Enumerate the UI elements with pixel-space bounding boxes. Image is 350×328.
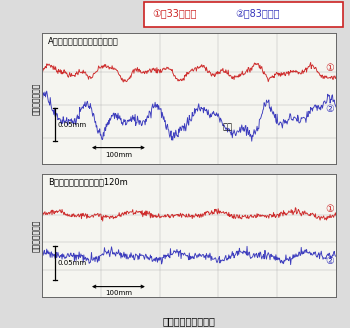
Text: 0.05mm: 0.05mm [58, 122, 87, 128]
Y-axis label: 内軌頭頂面凹凸: 内軌頭頂面凹凸 [32, 219, 41, 252]
Text: ②: ② [326, 104, 334, 114]
Text: 0.05mm: 0.05mm [58, 260, 87, 266]
Text: レール長手方向位置: レール長手方向位置 [162, 317, 216, 326]
Text: ②：83日経過: ②：83日経過 [235, 9, 280, 18]
Text: ①：33日経過: ①：33日経過 [152, 9, 197, 18]
Text: ①: ① [326, 204, 334, 214]
FancyBboxPatch shape [144, 2, 343, 27]
Y-axis label: 内軌頭頂面凹凸: 内軌頭頂面凹凸 [32, 82, 41, 114]
Text: 100mm: 100mm [105, 290, 132, 296]
Text: A地点：緩和材散布位置の直前: A地点：緩和材散布位置の直前 [48, 37, 119, 46]
Text: 100mm: 100mm [105, 152, 132, 157]
Text: ①: ① [326, 63, 334, 73]
Text: B地点：散布位置の後方120m: B地点：散布位置の後方120m [48, 177, 128, 187]
Text: 凹部: 凹部 [222, 122, 232, 131]
Text: ②: ② [326, 256, 334, 266]
